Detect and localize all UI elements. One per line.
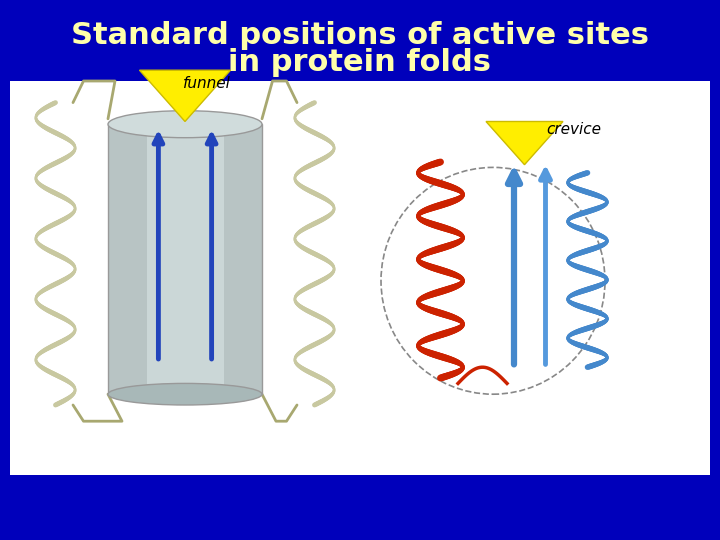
Text: in protein folds: in protein folds	[228, 48, 492, 77]
Polygon shape	[140, 70, 230, 122]
Bar	[146, 124, 223, 394]
Ellipse shape	[108, 383, 262, 405]
Text: Standard positions of active sites: Standard positions of active sites	[71, 21, 649, 50]
Bar	[10, 81, 710, 475]
Polygon shape	[486, 122, 563, 165]
Text: funnel: funnel	[184, 76, 231, 91]
Text: crevice: crevice	[546, 122, 601, 137]
Bar	[108, 124, 262, 394]
Bar	[108, 124, 262, 394]
Ellipse shape	[108, 111, 262, 138]
